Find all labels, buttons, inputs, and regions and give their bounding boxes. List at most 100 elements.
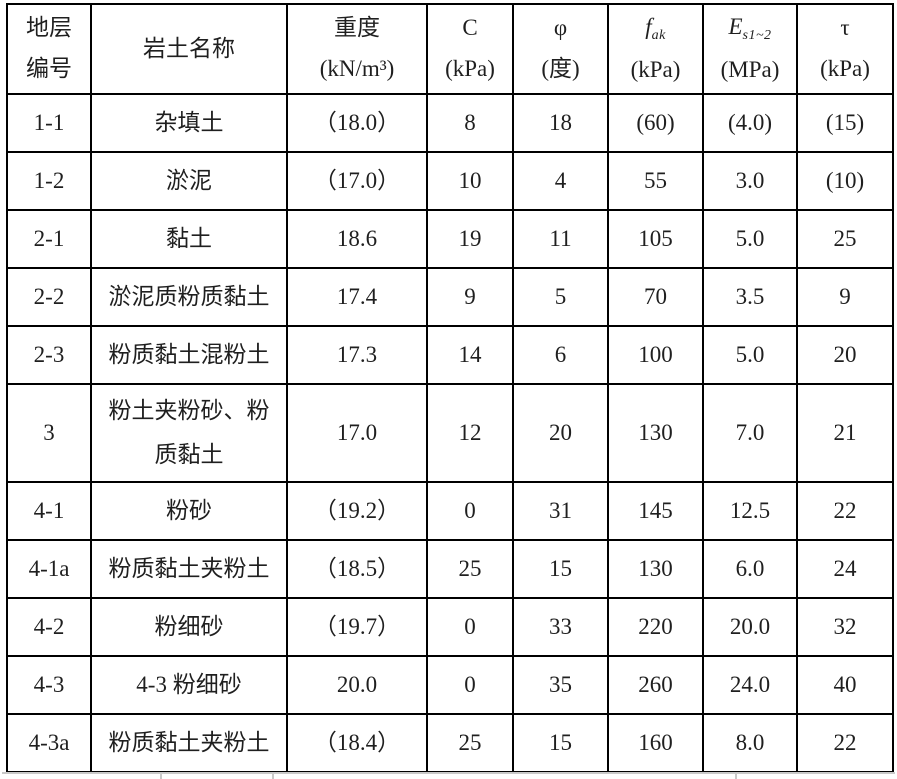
cell-soil-name: 杂填土 [90, 93, 288, 153]
header-layer-number-line2: 编号 [26, 56, 72, 82]
next-row-column-stub [272, 772, 274, 779]
cell-soil-name: 粉细砂 [90, 597, 288, 657]
cell-friction-angle: 4 [512, 151, 609, 211]
cell-compression-modulus: 3.5 [702, 267, 798, 327]
cell-layer-number: 4-2 [6, 597, 92, 657]
cell-compression-modulus: 24.0 [702, 655, 798, 715]
cell-shear-strength: 25 [796, 209, 894, 269]
cell-soil-name: 4-3 粉细砂 [90, 655, 288, 715]
cell-unit-weight: （18.0） [286, 93, 428, 153]
cell-layer-number: 4-3 [6, 655, 92, 715]
header-soil-name: 岩土名称 [90, 3, 288, 95]
cell-cohesion: 0 [426, 481, 514, 541]
table-row-2-1: 2-1 黏土 18.6 19 11 105 5.0 25 [6, 209, 894, 269]
cell-bearing-capacity: 145 [607, 481, 704, 541]
table-row-4-2: 4-2 粉细砂 （19.7） 0 33 220 20.0 32 [6, 597, 894, 657]
cell-unit-weight: （18.5） [286, 539, 428, 599]
table-row-4-3a: 4-3a 粉质黏土夹粉土 （18.4） 25 15 160 8.0 22 [6, 713, 894, 773]
cell-shear-strength: 9 [796, 267, 894, 327]
header-friction-angle-unit: (度) [541, 56, 580, 82]
cell-shear-strength: 22 [796, 713, 894, 773]
cell-bearing-capacity: 100 [607, 325, 704, 385]
cell-unit-weight: （19.2） [286, 481, 428, 541]
cell-shear-strength: 21 [796, 383, 894, 483]
table-header: 地层 编号 岩土名称 重度 (kN/m³) C (kPa) [6, 3, 894, 95]
cell-bearing-capacity: 260 [607, 655, 704, 715]
next-row-column-stub [160, 772, 162, 779]
header-friction-angle: φ (度) [512, 3, 609, 95]
cell-soil-name: 淤泥质粉质黏土 [90, 267, 288, 327]
cell-bearing-capacity: 55 [607, 151, 704, 211]
cell-cohesion: 25 [426, 713, 514, 773]
cell-friction-angle: 5 [512, 267, 609, 327]
cell-shear-strength: 24 [796, 539, 894, 599]
header-cohesion: C (kPa) [426, 3, 514, 95]
cell-cohesion: 14 [426, 325, 514, 385]
cell-unit-weight: 17.4 [286, 267, 428, 327]
cell-cohesion: 19 [426, 209, 514, 269]
cell-cohesion: 9 [426, 267, 514, 327]
cell-layer-number: 2-3 [6, 325, 92, 385]
header-layer-number: 地层 编号 [6, 3, 92, 95]
cell-bearing-capacity: (60) [607, 93, 704, 153]
cell-shear-strength: (10) [796, 151, 894, 211]
cell-bearing-capacity: 70 [607, 267, 704, 327]
table-row-1-2: 1-2 淤泥 （17.0） 10 4 55 3.0 (10) [6, 151, 894, 211]
header-bearing-capacity: fak (kPa) [607, 3, 704, 95]
next-row-column-stub [735, 772, 737, 779]
cell-friction-angle: 11 [512, 209, 609, 269]
cell-bearing-capacity: 105 [607, 209, 704, 269]
cell-soil-name: 粉质黏土夹粉土 [90, 539, 288, 599]
cell-cohesion: 25 [426, 539, 514, 599]
cell-layer-number: 4-1 [6, 481, 92, 541]
header-unit-weight-unit: (kN/m³) [319, 56, 395, 82]
header-cohesion-symbol: C [462, 15, 478, 41]
cell-friction-angle: 33 [512, 597, 609, 657]
cell-shear-strength: 22 [796, 481, 894, 541]
next-row-top-border [2, 772, 895, 774]
cell-shear-strength: 32 [796, 597, 894, 657]
cell-unit-weight: 17.0 [286, 383, 428, 483]
cell-soil-name: 黏土 [90, 209, 288, 269]
cell-compression-modulus: 5.0 [702, 209, 798, 269]
cell-bearing-capacity: 160 [607, 713, 704, 773]
header-compression-modulus-symbol: Es1~2 [728, 14, 772, 44]
cell-friction-angle: 15 [512, 539, 609, 599]
cell-bearing-capacity: 130 [607, 539, 704, 599]
cell-unit-weight: （17.0） [286, 151, 428, 211]
cell-soil-name: 淤泥 [90, 151, 288, 211]
cell-layer-number: 3 [6, 383, 92, 483]
table-row-4-1: 4-1 粉砂 （19.2） 0 31 145 12.5 22 [6, 481, 894, 541]
cell-bearing-capacity: 220 [607, 597, 704, 657]
table-row-2-2: 2-2 淤泥质粉质黏土 17.4 9 5 70 3.5 9 [6, 267, 894, 327]
cell-friction-angle: 31 [512, 481, 609, 541]
cell-soil-name: 粉土夹粉砂、粉质黏土 [90, 383, 288, 483]
cell-compression-modulus: 5.0 [702, 325, 798, 385]
cell-shear-strength: 40 [796, 655, 894, 715]
cell-soil-name: 粉砂 [90, 481, 288, 541]
table-header-row: 地层 编号 岩土名称 重度 (kN/m³) C (kPa) [6, 3, 894, 95]
header-layer-number-line1: 地层 [26, 15, 72, 41]
cell-unit-weight: （18.4） [286, 713, 428, 773]
header-bearing-capacity-symbol: fak [645, 14, 666, 44]
table-row-4-3: 4-3 4-3 粉细砂 20.0 0 35 260 24.0 40 [6, 655, 894, 715]
cell-unit-weight: 17.3 [286, 325, 428, 385]
cell-friction-angle: 35 [512, 655, 609, 715]
header-cohesion-unit: (kPa) [445, 56, 495, 82]
cell-layer-number: 4-3a [6, 713, 92, 773]
cell-compression-modulus: 6.0 [702, 539, 798, 599]
header-shear-strength-unit: (kPa) [820, 56, 870, 82]
table-row-1-1: 1-1 杂填土 （18.0） 8 18 (60) (4.0) (15) [6, 93, 894, 153]
cell-unit-weight: （19.7） [286, 597, 428, 657]
cell-cohesion: 12 [426, 383, 514, 483]
table-body: 1-1 杂填土 （18.0） 8 18 (60) (4.0) (15) 1-2 淤泥 （17.0） 1… [6, 93, 894, 773]
table-row-2-3: 2-3 粉质黏土混粉土 17.3 14 6 100 5.0 20 [6, 325, 894, 385]
cell-soil-name: 粉质黏土混粉土 [90, 325, 288, 385]
cell-layer-number: 2-2 [6, 267, 92, 327]
header-compression-modulus-unit: (MPa) [720, 56, 780, 82]
cell-compression-modulus: 20.0 [702, 597, 798, 657]
cell-cohesion: 0 [426, 655, 514, 715]
cell-cohesion: 0 [426, 597, 514, 657]
cell-friction-angle: 18 [512, 93, 609, 153]
header-compression-modulus: Es1~2 (MPa) [702, 3, 798, 95]
